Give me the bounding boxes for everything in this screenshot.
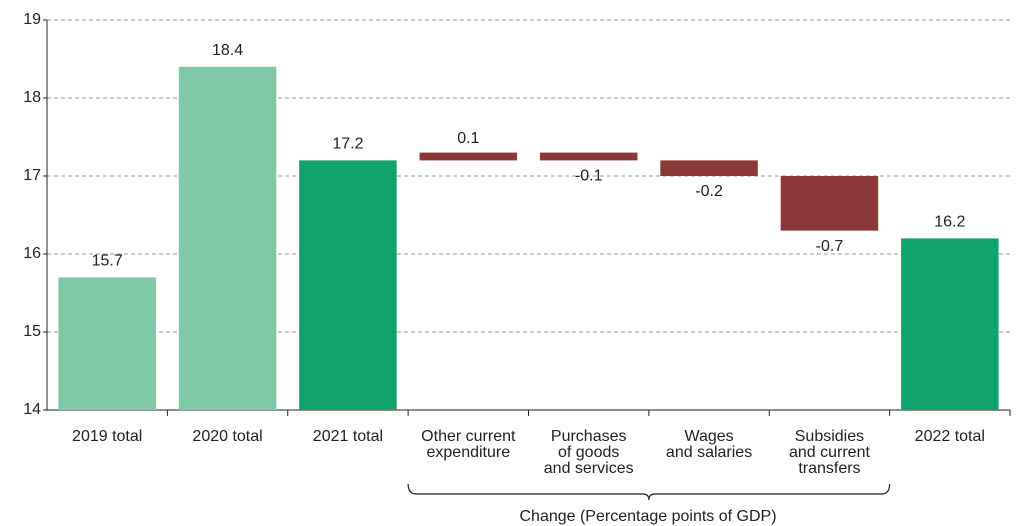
value-label: 18.4 bbox=[212, 42, 243, 59]
y-tick-label: 14 bbox=[23, 401, 41, 418]
bar bbox=[419, 152, 518, 161]
group-bracket bbox=[407, 483, 891, 501]
bar bbox=[299, 160, 397, 410]
value-label: -0.2 bbox=[695, 183, 723, 200]
x-tick-label: 2020 total bbox=[192, 428, 262, 445]
value-label: -0.1 bbox=[575, 168, 603, 185]
y-tick-label: 16 bbox=[23, 245, 41, 262]
x-tick-label: and current bbox=[789, 444, 870, 461]
x-tick-label: Subsidies bbox=[795, 428, 864, 445]
y-tick-label: 17 bbox=[23, 167, 41, 184]
value-label: 15.7 bbox=[92, 253, 123, 270]
x-tick-label: expenditure bbox=[427, 444, 511, 461]
value-label: 17.2 bbox=[332, 136, 363, 153]
y-tick-label: 18 bbox=[23, 89, 41, 106]
bar bbox=[660, 160, 758, 176]
x-tick-label: and services bbox=[544, 460, 634, 477]
x-tick-label: Purchases bbox=[551, 428, 627, 445]
x-tick-label: transfers bbox=[798, 460, 860, 477]
group-label: Change (Percentage points of GDP) bbox=[519, 508, 776, 525]
x-tick-label: and salaries bbox=[666, 444, 752, 461]
y-tick-label: 19 bbox=[23, 11, 41, 28]
bar bbox=[58, 277, 156, 410]
x-tick-label: Wages bbox=[684, 428, 733, 445]
x-tick-label: Other current bbox=[421, 428, 516, 445]
bar bbox=[178, 66, 277, 411]
value-label: 16.2 bbox=[934, 214, 965, 231]
bar bbox=[780, 176, 879, 231]
value-label: -0.7 bbox=[816, 238, 844, 255]
x-tick-label: 2019 total bbox=[72, 428, 142, 445]
value-label: 0.1 bbox=[457, 130, 479, 147]
x-tick-label: of goods bbox=[558, 444, 619, 461]
x-tick-label: 2021 total bbox=[313, 428, 383, 445]
y-tick-label: 15 bbox=[23, 323, 41, 340]
x-tick-label: 2022 total bbox=[915, 428, 985, 445]
bar bbox=[539, 152, 638, 161]
bar bbox=[901, 238, 999, 410]
